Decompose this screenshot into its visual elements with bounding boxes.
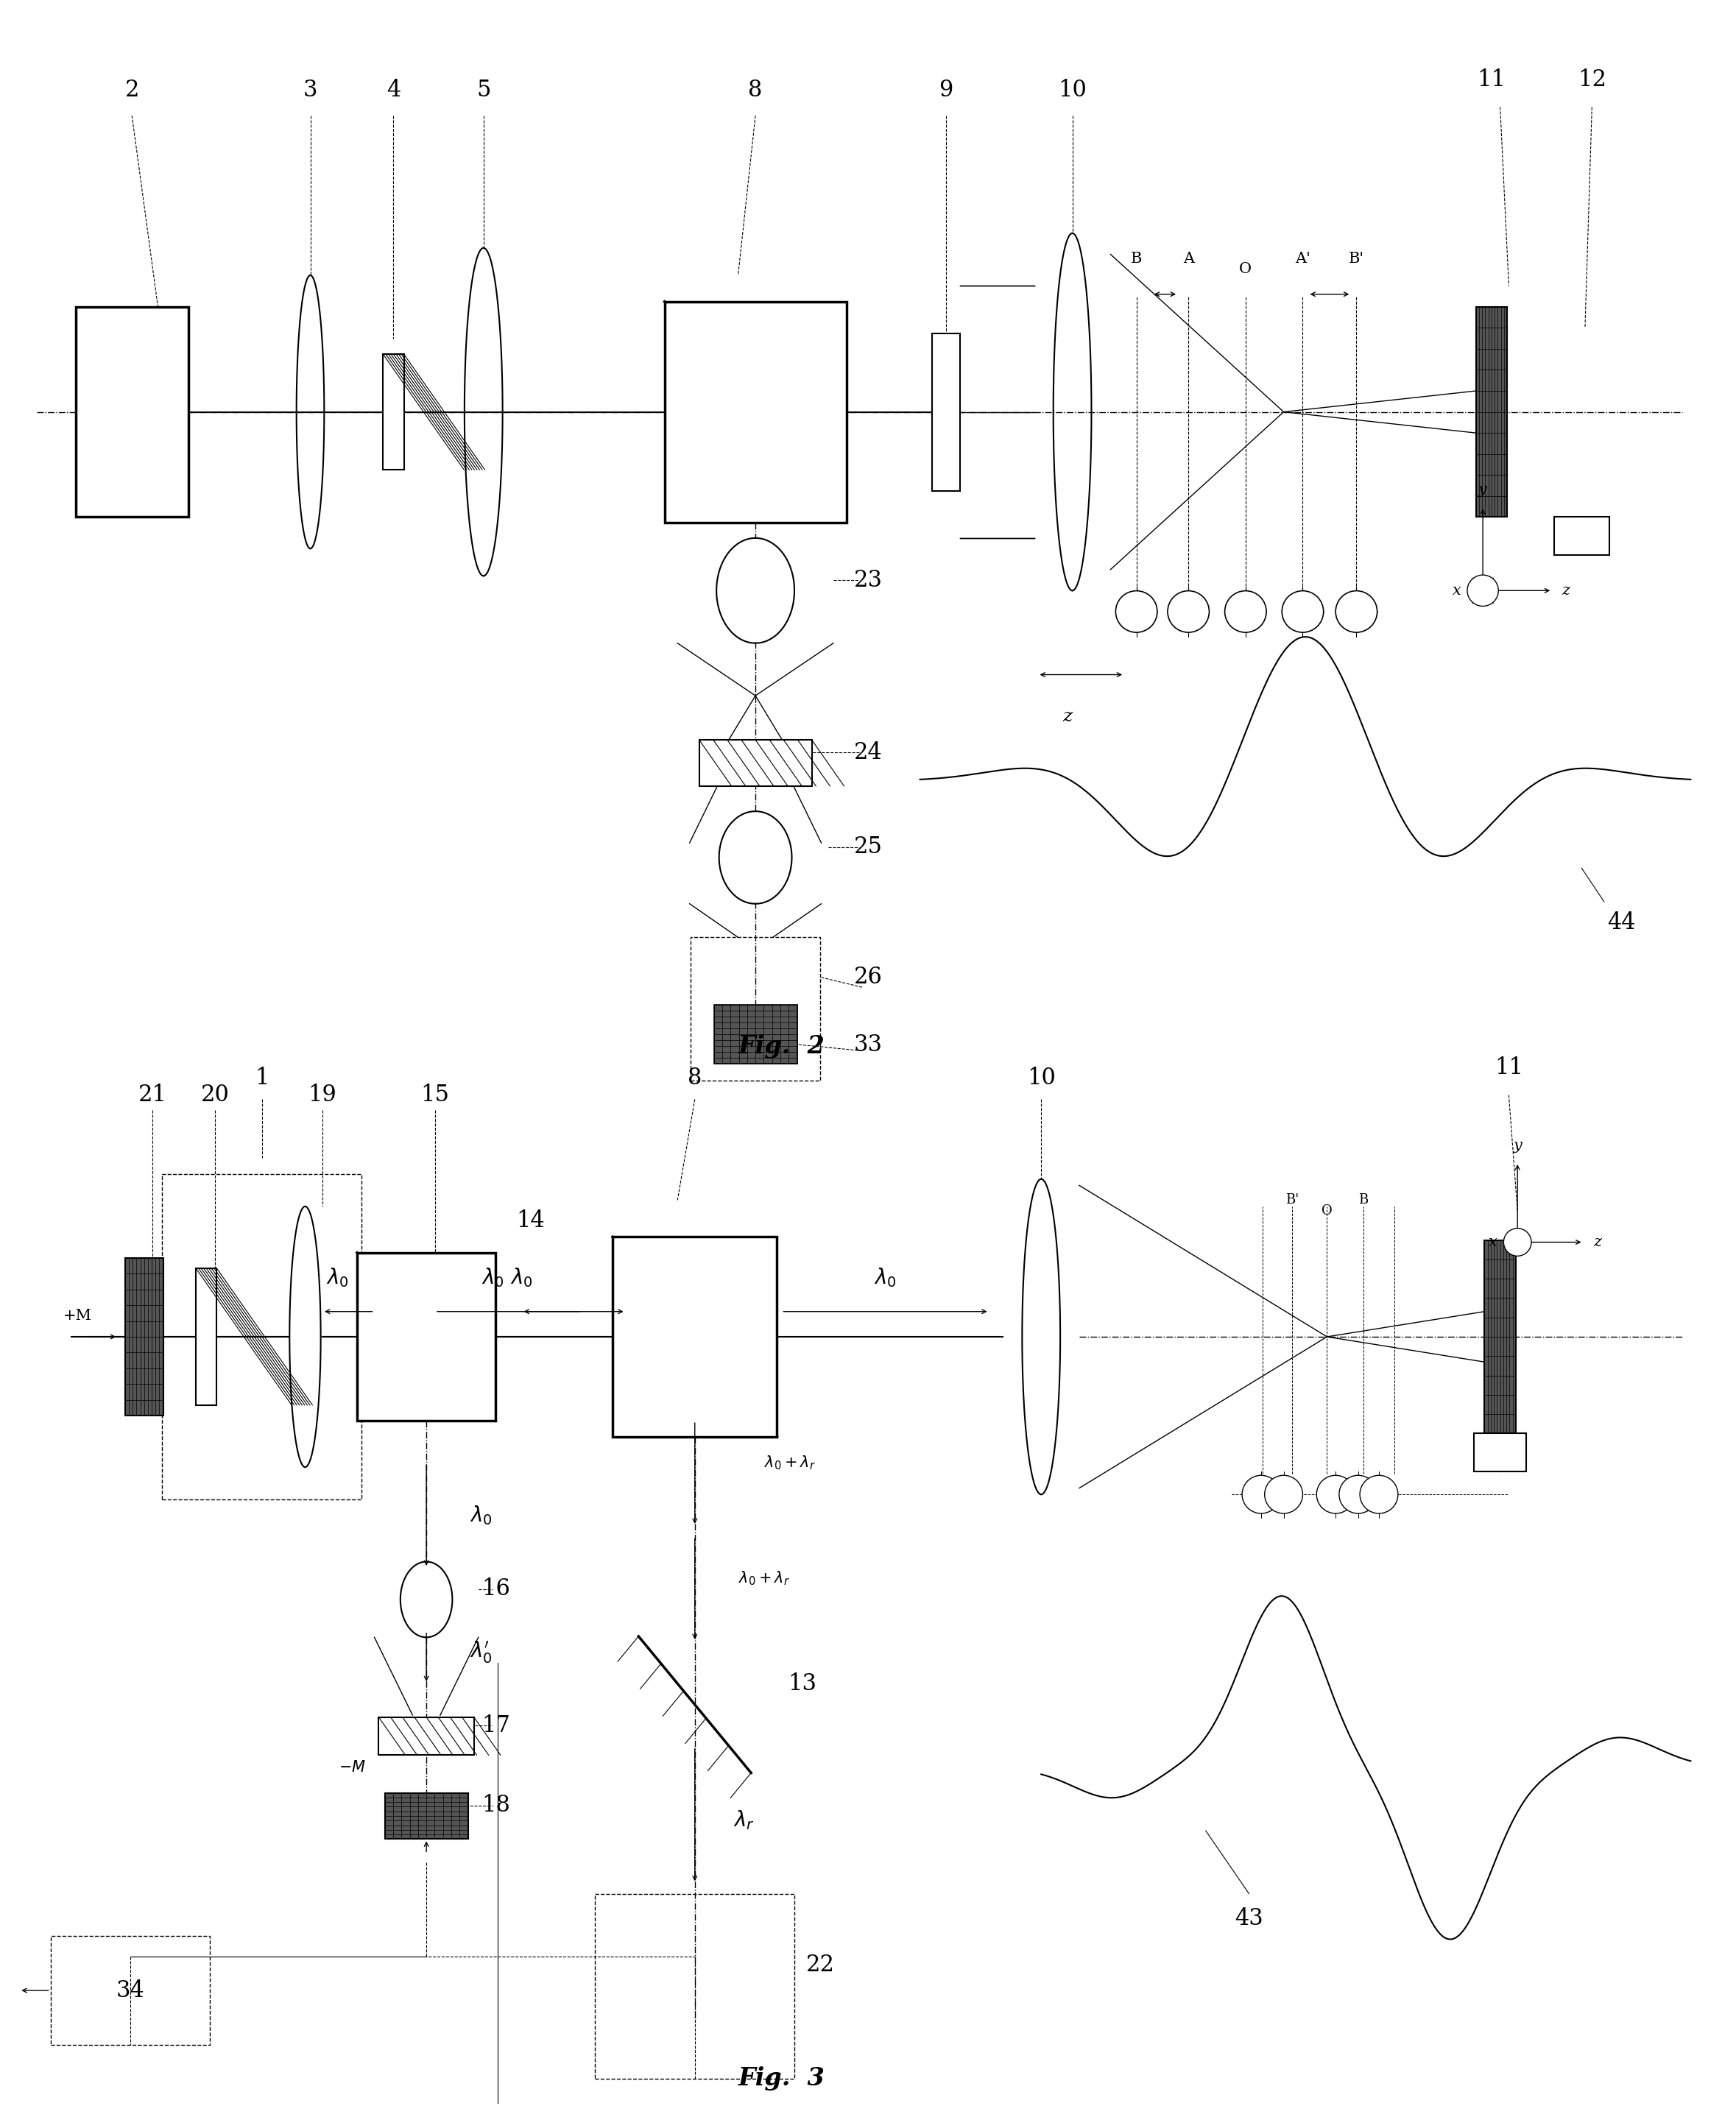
Bar — [76, 307, 187, 516]
Text: 22: 22 — [806, 1954, 835, 1978]
Text: 3: 3 — [304, 78, 318, 101]
Text: $\lambda_0$: $\lambda_0$ — [510, 1266, 533, 1289]
Text: 33: 33 — [854, 1034, 882, 1055]
Text: A': A' — [1295, 251, 1311, 265]
Circle shape — [1335, 592, 1377, 632]
Text: B: B — [1359, 1194, 1368, 1207]
Bar — [50, 1935, 210, 2045]
Text: 8: 8 — [687, 1068, 701, 1089]
Text: 26: 26 — [854, 967, 882, 990]
Text: 18: 18 — [481, 1794, 510, 1817]
Text: A: A — [1182, 251, 1194, 265]
Text: z: z — [1594, 1236, 1601, 1249]
Bar — [161, 1173, 361, 1499]
Text: Fig.  2: Fig. 2 — [738, 1034, 825, 1059]
Text: 13: 13 — [788, 1672, 816, 1695]
Bar — [196, 1268, 217, 1405]
Text: 34: 34 — [116, 1980, 144, 2003]
Circle shape — [1338, 1476, 1377, 1514]
Text: 43: 43 — [1234, 1908, 1264, 1931]
Text: 14: 14 — [516, 1209, 545, 1232]
Text: x: x — [1489, 1236, 1498, 1249]
Text: O: O — [1240, 261, 1252, 276]
Text: B': B' — [1349, 251, 1364, 265]
Text: 2: 2 — [125, 78, 139, 101]
Text: 24: 24 — [854, 741, 882, 764]
Text: $\lambda_0'$: $\lambda_0'$ — [470, 1638, 493, 1664]
Text: y: y — [1479, 482, 1488, 497]
Circle shape — [1264, 1476, 1302, 1514]
Text: 21: 21 — [139, 1085, 167, 1106]
Bar — [691, 937, 821, 1080]
Text: 4: 4 — [387, 78, 401, 101]
Bar — [358, 1253, 496, 1422]
Text: 10: 10 — [1028, 1068, 1055, 1089]
Circle shape — [1281, 592, 1323, 632]
Bar — [665, 301, 847, 522]
Text: 12: 12 — [1578, 67, 1606, 91]
Text: 11: 11 — [1495, 1057, 1522, 1078]
Circle shape — [1116, 592, 1158, 632]
Text: z: z — [1062, 708, 1073, 724]
Text: 5: 5 — [476, 78, 491, 101]
Text: Fig.  3: Fig. 3 — [738, 2066, 825, 2091]
Circle shape — [1359, 1476, 1397, 1514]
Bar — [613, 1236, 778, 1436]
Text: 9: 9 — [939, 78, 953, 101]
Circle shape — [1226, 592, 1266, 632]
Circle shape — [1503, 1228, 1531, 1255]
Bar — [1484, 1240, 1516, 1434]
Text: x: x — [1453, 583, 1462, 598]
Bar — [125, 1257, 163, 1415]
Bar — [595, 1893, 795, 2079]
Text: $\lambda_0+\lambda_r$: $\lambda_0+\lambda_r$ — [738, 1569, 790, 1588]
Text: 19: 19 — [309, 1085, 337, 1106]
Text: 20: 20 — [201, 1085, 229, 1106]
Text: $\lambda_0+\lambda_r$: $\lambda_0+\lambda_r$ — [764, 1453, 816, 1472]
Bar — [1476, 307, 1507, 516]
Text: y: y — [1514, 1139, 1522, 1152]
Circle shape — [1467, 575, 1498, 607]
Text: $\lambda_0$: $\lambda_0$ — [470, 1504, 493, 1527]
Text: 17: 17 — [481, 1714, 510, 1737]
Text: 8: 8 — [748, 78, 762, 101]
Text: 11: 11 — [1477, 67, 1505, 91]
Text: 10: 10 — [1057, 78, 1087, 101]
Text: 16: 16 — [481, 1577, 510, 1601]
Text: O: O — [1321, 1205, 1333, 1217]
Bar — [1554, 516, 1609, 554]
Bar — [378, 1716, 474, 1754]
Text: $\lambda_0$: $\lambda_0$ — [873, 1266, 896, 1289]
Text: $\lambda_0$: $\lambda_0$ — [483, 1266, 503, 1289]
Text: $\lambda_0$: $\lambda_0$ — [326, 1266, 349, 1289]
Circle shape — [1168, 592, 1210, 632]
Text: B: B — [1130, 251, 1142, 265]
Bar — [384, 354, 404, 470]
Bar — [385, 1792, 469, 1839]
Circle shape — [1316, 1476, 1354, 1514]
Circle shape — [1241, 1476, 1279, 1514]
Text: B': B' — [1286, 1194, 1299, 1207]
Text: $\lambda_r$: $\lambda_r$ — [733, 1809, 753, 1832]
Text: $-M$: $-M$ — [339, 1761, 366, 1775]
Bar — [932, 333, 960, 491]
Text: 44: 44 — [1608, 912, 1635, 935]
Bar — [713, 1005, 797, 1064]
Text: 23: 23 — [854, 569, 882, 592]
Text: 15: 15 — [420, 1085, 450, 1106]
Text: 1: 1 — [255, 1068, 269, 1089]
Bar — [700, 739, 812, 786]
Bar — [1474, 1434, 1526, 1472]
Text: +M: +M — [64, 1308, 92, 1323]
Text: z: z — [1562, 583, 1569, 598]
Text: 25: 25 — [854, 836, 882, 859]
